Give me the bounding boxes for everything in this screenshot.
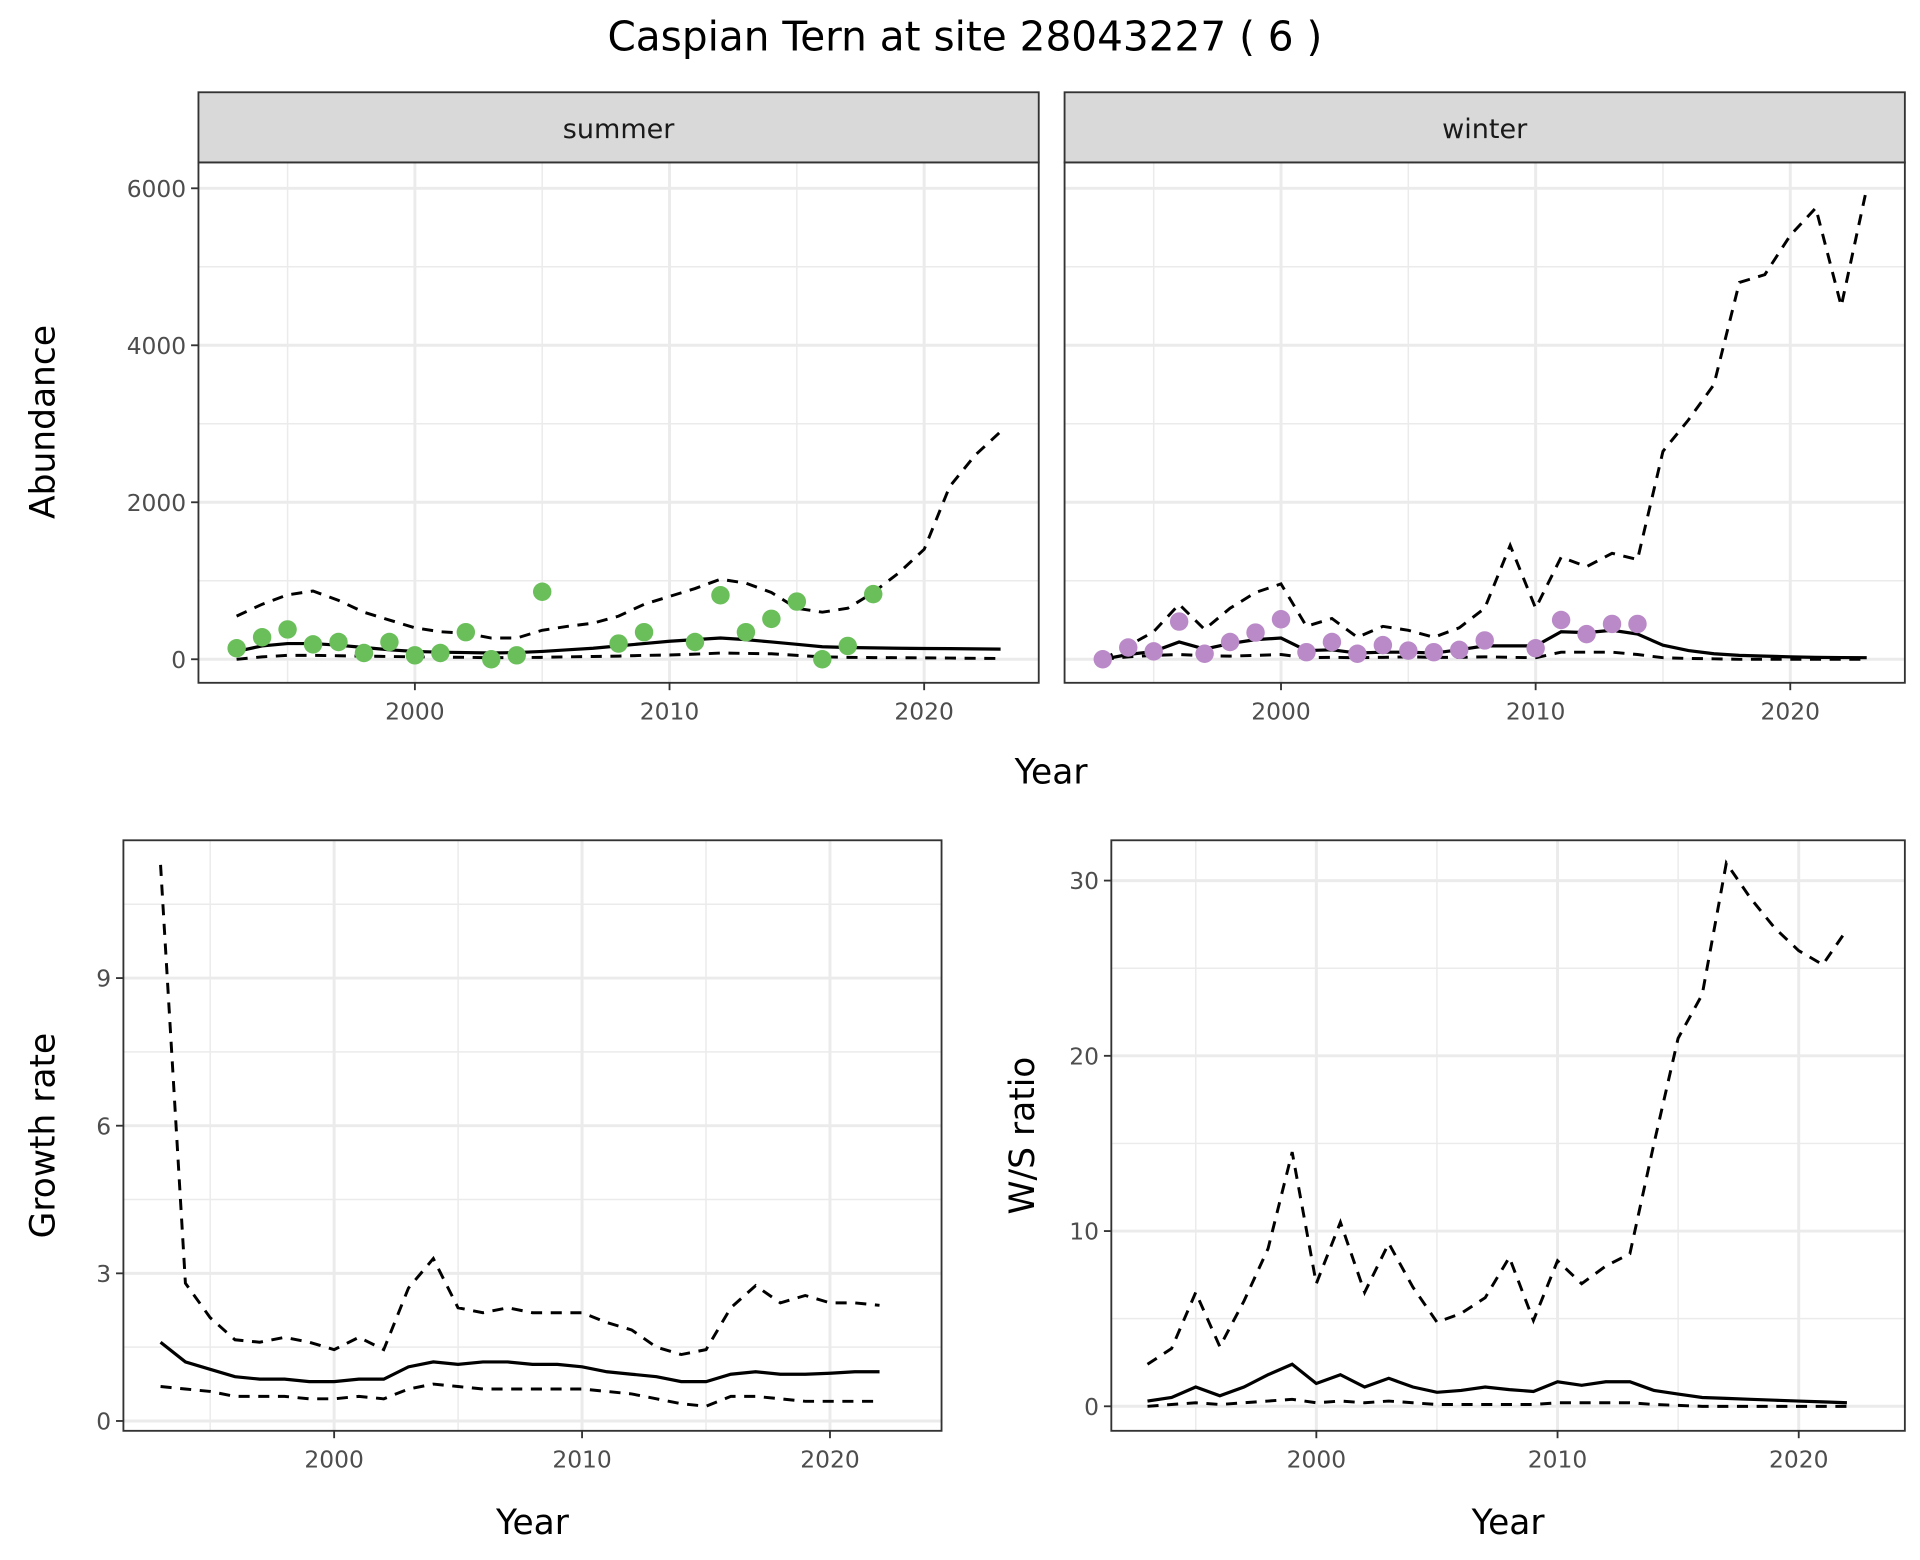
x-axis-title: Year (1471, 1503, 1546, 1543)
y-axis-title: W/S ratio (1003, 1057, 1043, 1215)
data-point (1628, 614, 1647, 634)
panel-background (123, 840, 942, 1431)
x-tick-label: 2010 (1506, 698, 1565, 726)
data-point (1144, 642, 1163, 661)
data-point (736, 622, 756, 642)
panel-ws: 2000 2010 2020 0 10 20 30 W/S ratio Year (1003, 839, 1906, 1543)
x-tick-label: 2010 (552, 1446, 611, 1474)
data-point (762, 609, 781, 629)
panel-background (1111, 840, 1905, 1431)
data-point (456, 622, 476, 642)
y-tick-label: 6000 (127, 175, 186, 203)
x-axis-title: Year (495, 1503, 570, 1543)
data-point (1526, 639, 1545, 658)
y-tick-label: 30 (1069, 867, 1099, 895)
abundance-x-axis-title: Year (1014, 753, 1089, 793)
data-point (838, 636, 857, 656)
y-tick-label: 0 (171, 646, 186, 674)
x-tick-label: 2000 (304, 1446, 363, 1474)
y-tick-label: 6 (96, 1112, 111, 1140)
panel-background (1064, 162, 1905, 683)
mean-line (1147, 1362, 1847, 1405)
y-tick-label: 10 (1069, 1218, 1099, 1246)
y-axis-title: Abundance (24, 325, 64, 519)
x-tick-label: 2010 (640, 698, 699, 726)
data-point (1551, 610, 1571, 630)
data-point (380, 632, 399, 652)
facet-strip-summer (197, 91, 1040, 164)
data-point (329, 632, 348, 652)
lower-bound-line (160, 1382, 880, 1408)
upper-bound-line (1102, 188, 1869, 661)
x-tick-label: 2010 (1528, 1446, 1587, 1474)
data-point (787, 592, 807, 611)
panel-growth: 2000 2010 2020 0 3 6 9 Growth rate Year (24, 839, 943, 1543)
y-tick-label: 9 (96, 965, 111, 993)
data-point (532, 582, 552, 601)
panel-background (198, 162, 1039, 683)
mean-line (159, 1340, 880, 1384)
data-point (634, 622, 654, 642)
x-tick-label: 2020 (894, 698, 953, 726)
data-point (813, 650, 832, 669)
data-point (1093, 650, 1112, 669)
data-point (1195, 644, 1214, 663)
data-point (1297, 642, 1316, 662)
data-point (431, 643, 450, 663)
panel-winter: winter 2000 2010 2020 (1063, 91, 1906, 726)
y-tick-label: 3 (96, 1260, 111, 1288)
data-point (405, 646, 425, 665)
data-point (1322, 632, 1342, 652)
panel-border (1110, 839, 1906, 1432)
data-point (1450, 640, 1469, 660)
panel-border (122, 839, 943, 1432)
x-tick-label: 2020 (1761, 698, 1820, 726)
data-point (227, 639, 246, 658)
data-point (711, 586, 730, 605)
data-point (278, 620, 297, 639)
data-point (1475, 631, 1494, 650)
chart-title: Caspian Tern at site 28043227 ( 6 ) (607, 12, 1322, 60)
facet-label-winter: winter (1442, 114, 1528, 145)
y-tick-label: 0 (96, 1408, 111, 1436)
data-point (609, 634, 628, 653)
facet-label-summer: summer (563, 114, 676, 145)
data-point (1602, 614, 1622, 634)
data-point (1424, 642, 1444, 662)
data-point (354, 643, 374, 663)
data-point (252, 628, 272, 647)
data-point (1399, 641, 1418, 660)
x-tick-label: 2000 (1287, 1446, 1346, 1474)
data-point (1348, 644, 1367, 663)
panel-summer: summer 2000 2010 2020 0 2000 4000 6000 Abundance (24, 91, 1040, 726)
data-point (1119, 638, 1138, 657)
data-point (507, 646, 526, 665)
data-point (1246, 623, 1265, 642)
x-tick-label: 2000 (1251, 698, 1310, 726)
data-point (1169, 612, 1189, 631)
y-axis-title: Growth rate (24, 1033, 64, 1239)
y-tick-label: 4000 (127, 332, 186, 360)
lower-bound-line (1102, 650, 1867, 661)
data-point (482, 650, 501, 669)
x-tick-label: 2020 (1769, 1446, 1828, 1474)
y-tick-label: 2000 (127, 489, 186, 517)
data-point (1577, 624, 1596, 644)
facet-strip-winter (1063, 91, 1906, 164)
data-point (864, 584, 883, 604)
y-tick-label: 0 (1084, 1393, 1099, 1421)
upper-bound-line (159, 864, 880, 1357)
y-tick-label: 20 (1069, 1042, 1099, 1070)
x-tick-label: 2020 (800, 1446, 859, 1474)
x-tick-label: 2000 (385, 698, 444, 726)
upper-bound-line (1146, 859, 1849, 1366)
data-point (303, 635, 323, 654)
data-point (1373, 635, 1393, 655)
data-point (685, 632, 705, 652)
data-point (1220, 632, 1240, 652)
data-point (1271, 610, 1291, 629)
